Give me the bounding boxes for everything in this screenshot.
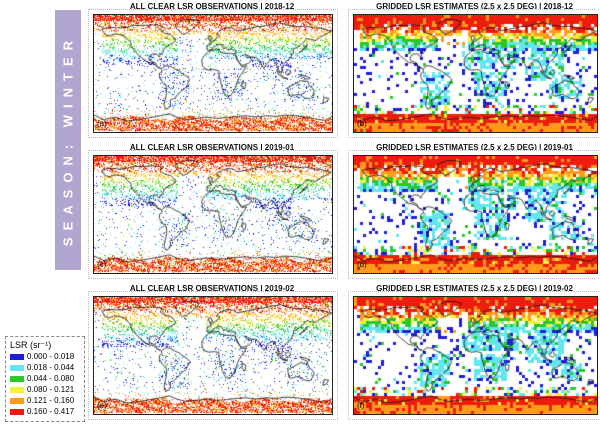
legend-swatch-green (10, 375, 24, 382)
map-canvas-b (353, 14, 598, 133)
panel-title-f: GRIDDED LSR ESTIMATES (2.5 x 2.5 DEG) | … (376, 284, 573, 293)
legend-row: 0.018 - 0.044 (10, 362, 80, 373)
map-panel-c: (c) (88, 150, 338, 279)
panel-title-c: ALL CLEAR LSR OBSERVATIONS | 2019-01 (129, 143, 295, 152)
map-panel-f: (f) (348, 291, 600, 420)
map-canvas-d (353, 155, 598, 274)
legend-row: 0.044 - 0.080 (10, 373, 80, 384)
legend-label: 0.018 - 0.044 (27, 363, 75, 372)
legend-label: 0.160 - 0.417 (27, 407, 75, 416)
panel-title-e: ALL CLEAR LSR OBSERVATIONS | 2019-02 (129, 284, 295, 293)
legend-swatch-red (10, 408, 24, 415)
panel-label-c: (c) (97, 260, 107, 269)
legend-swatch-yellow (10, 386, 24, 393)
panel-label-e: (e) (97, 401, 107, 410)
panel-label-f: (f) (357, 401, 365, 410)
map-panel-b: (b) (348, 9, 600, 138)
legend: LSR (sr⁻¹) 0.000 - 0.018 0.018 - 0.044 0… (5, 336, 85, 422)
legend-label: 0.080 - 0.121 (27, 385, 75, 394)
map-canvas-e (93, 296, 333, 415)
season-banner: SEASON: WINTER (55, 10, 81, 270)
legend-title: LSR (sr⁻¹) (10, 340, 52, 350)
map-panel-d: (d) (348, 150, 600, 279)
panel-title-b: GRIDDED LSR ESTIMATES (2.5 x 2.5 DEG) | … (376, 2, 573, 11)
panel-label-d: (d) (357, 260, 367, 269)
legend-swatch-blue (10, 353, 24, 360)
legend-swatch-cyan (10, 364, 24, 371)
map-panel-a: (a) (88, 9, 338, 138)
map-panel-e: (e) (88, 291, 338, 420)
legend-row: 0.000 - 0.018 (10, 351, 80, 362)
season-banner-text: SEASON: WINTER (60, 33, 76, 247)
panel-label-b: (b) (357, 119, 367, 128)
legend-swatch-orange (10, 397, 24, 404)
panel-title-a: ALL CLEAR LSR OBSERVATIONS | 2018-12 (129, 2, 295, 11)
panel-label-a: (a) (97, 119, 107, 128)
legend-label: 0.121 - 0.160 (27, 396, 75, 405)
map-canvas-f (353, 296, 598, 415)
legend-row: 0.121 - 0.160 (10, 395, 80, 406)
panel-title-d: GRIDDED LSR ESTIMATES (2.5 x 2.5 DEG) | … (376, 143, 573, 152)
legend-row: 0.160 - 0.417 (10, 406, 80, 417)
legend-row: 0.080 - 0.121 (10, 384, 80, 395)
map-canvas-a (93, 14, 333, 133)
legend-label: 0.000 - 0.018 (27, 352, 75, 361)
map-canvas-c (93, 155, 333, 274)
legend-label: 0.044 - 0.080 (27, 374, 75, 383)
